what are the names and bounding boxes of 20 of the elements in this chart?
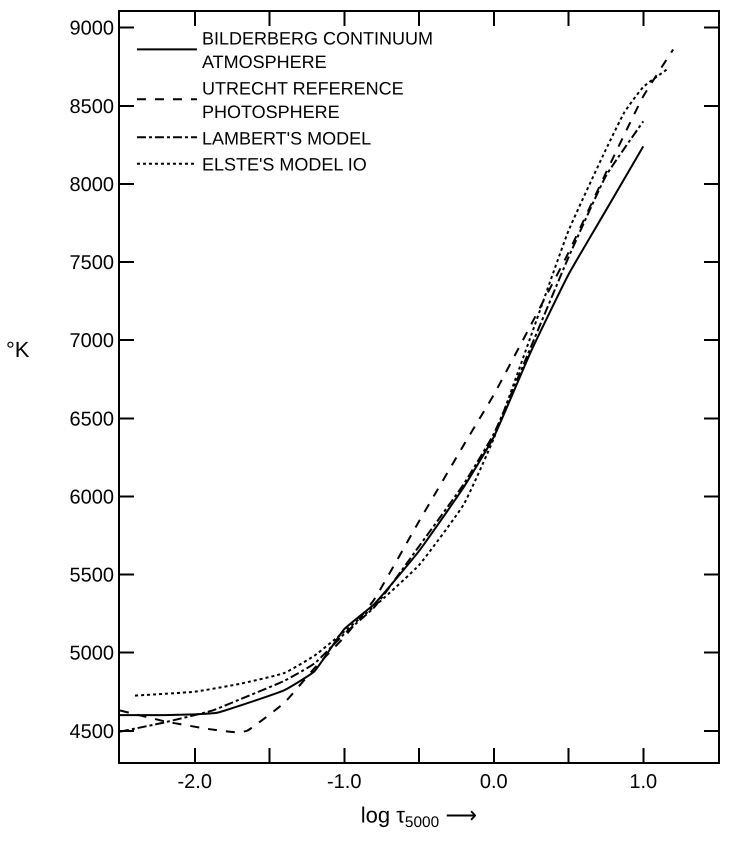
x-axis-title: log τ$_{5000}$ ⟶ <box>360 802 478 832</box>
y-tick-label: 4500 <box>70 720 114 743</box>
legend-label: LAMBERT'S MODEL <box>202 128 372 148</box>
x-tick-label: 0.0 <box>480 771 508 793</box>
legend-label: ELSTE'S MODEL IO <box>202 154 367 175</box>
y-tick-label: 7500 <box>70 252 114 274</box>
legend-label: UTRECHT REFERENCE PHOTOSPHERE <box>202 78 404 122</box>
x-tick-label: -2.0 <box>178 771 212 793</box>
y-axis-title: °K <box>6 337 30 362</box>
y-tick-label: 5500 <box>70 564 114 586</box>
y-tick-label: 8000 <box>70 174 114 196</box>
legend-label: BILDERBERG CONTINUUM ATMOSPHERE <box>202 28 433 72</box>
y-tick-label: 6000 <box>70 486 114 508</box>
x-tick-label: 1.0 <box>629 771 658 793</box>
y-tick-label: 9000 <box>70 18 114 40</box>
y-tick-label: 6500 <box>70 408 114 430</box>
y-tick-label: 8500 <box>70 96 114 118</box>
x-tick-label: -1.0 <box>327 771 362 793</box>
y-tick-label: 5000 <box>70 642 114 665</box>
y-tick-label: 7000 <box>70 330 114 352</box>
